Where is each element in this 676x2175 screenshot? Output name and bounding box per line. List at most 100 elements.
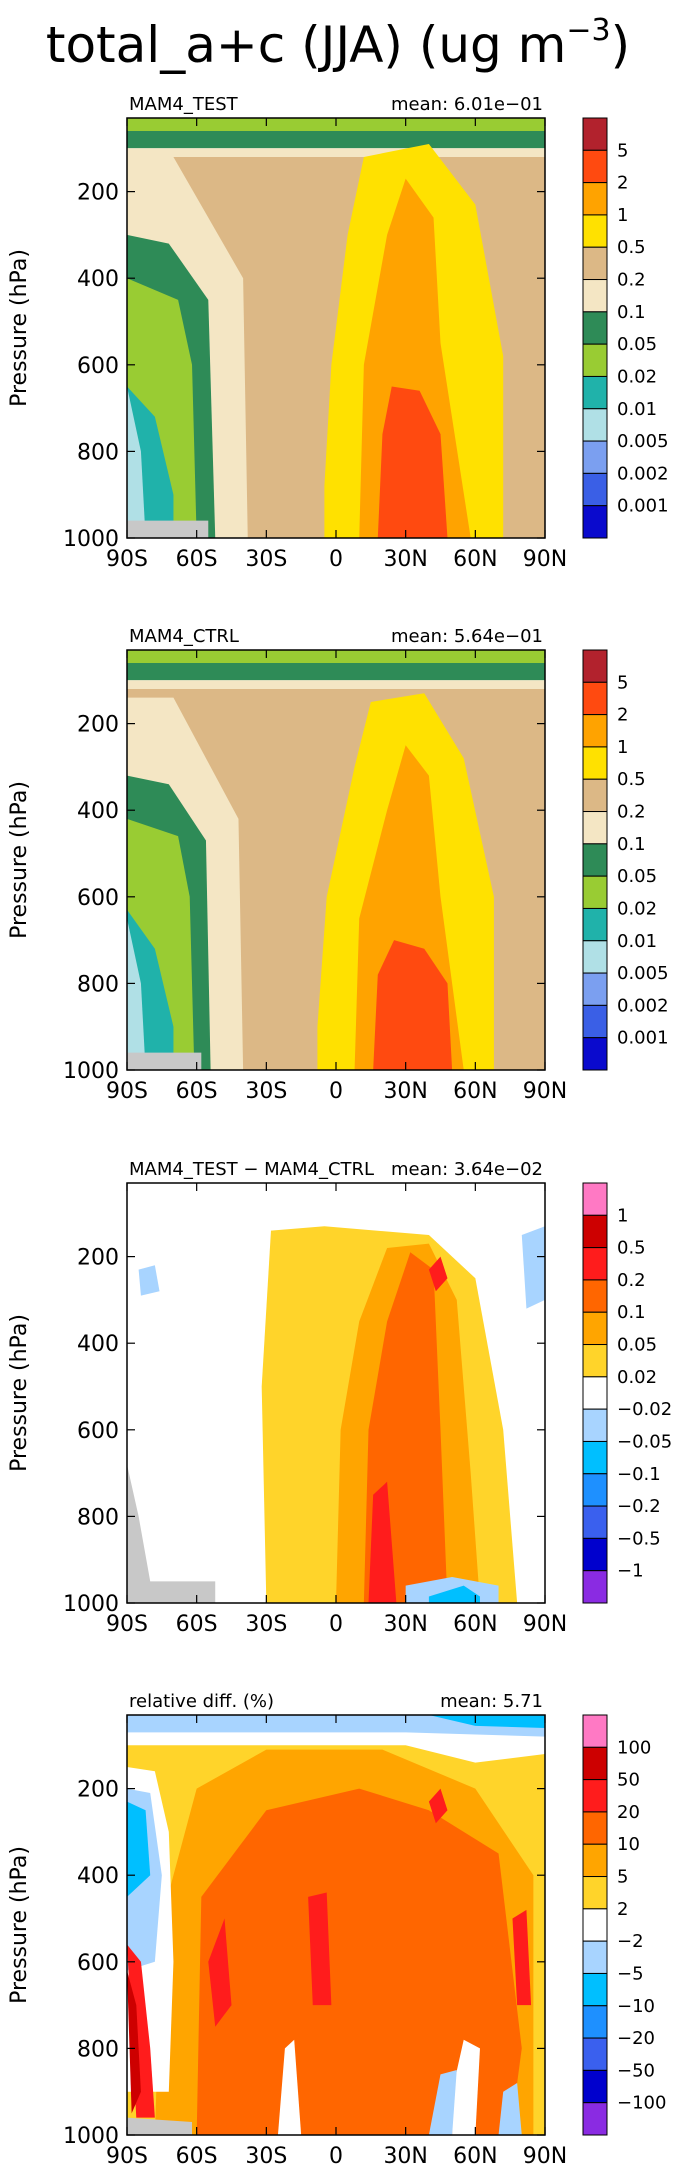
x-tick-label: 90N <box>523 547 567 572</box>
colorbar-box <box>582 1311 608 1346</box>
colorbar-label: 20 <box>617 1802 640 1823</box>
colorbar-label: 100 <box>617 1737 651 1758</box>
colorbar-box <box>582 246 608 281</box>
colorbar-box <box>582 1408 608 1442</box>
colorbar-box <box>582 1843 608 1878</box>
contour-region <box>127 2117 193 2135</box>
colorbar-box <box>582 505 608 539</box>
contour-region <box>512 1909 532 2006</box>
colorbar-box <box>582 746 608 780</box>
colorbar-label: −0.02 <box>617 1399 672 1420</box>
colorbar-box <box>582 2069 608 2104</box>
x-tick-label: 0 <box>329 1079 343 1104</box>
colorbar-box <box>582 1440 608 1475</box>
y-tick-label: 800 <box>77 2037 119 2062</box>
colorbar-label: 0.1 <box>617 834 646 855</box>
colorbar: 1 0.5 0.2 0.1 0.05 0.02 −0.02 −0.05 −0.1 −0.2 −0.5… <box>582 1182 672 1604</box>
x-tick-label: 0 <box>329 1612 343 1637</box>
colorbar-label: −0.1 <box>617 1464 661 1485</box>
colorbar-box <box>582 875 608 909</box>
colorbar-box <box>582 681 608 716</box>
colorbar-label: −0.05 <box>617 1431 672 1452</box>
x-tick-label: 30S <box>245 1079 287 1104</box>
y-tick-label: 400 <box>77 799 119 824</box>
colorbar-box <box>582 1537 608 1572</box>
y-tick-label: 400 <box>77 1332 119 1357</box>
colorbar-label: 0.5 <box>617 1238 646 1259</box>
colorbar-label: 2 <box>617 705 628 726</box>
figure-title-close: ) <box>610 16 631 74</box>
colorbar-label: 0.02 <box>617 898 657 919</box>
colorbar-box <box>582 1940 608 1974</box>
colorbar-label: 0.1 <box>617 1302 646 1323</box>
colorbar-box <box>582 1473 608 1507</box>
colorbar-label: −1 <box>617 1561 644 1582</box>
colorbar-box <box>582 1779 608 1813</box>
colorbar-label: −2 <box>617 1931 644 1952</box>
colorbar-box <box>582 649 608 683</box>
colorbar-box <box>582 843 608 877</box>
colorbar-box <box>582 1037 608 1071</box>
y-axis-label: Pressure (hPa) <box>7 249 32 407</box>
x-tick-label: 30S <box>245 1612 287 1637</box>
panel-title: MAM4_TEST − MAM4_CTRL <box>129 1159 374 1180</box>
colorbar-label: 2 <box>617 1899 628 1920</box>
colorbar-label: 1 <box>617 205 628 226</box>
y-tick-label: 200 <box>77 713 119 738</box>
colorbar-box <box>582 1746 608 1781</box>
y-tick-label: 600 <box>77 1951 119 1976</box>
colorbar-box <box>582 2037 608 2071</box>
y-axis-label: Pressure (hPa) <box>7 1846 32 2004</box>
contour-region <box>373 940 453 1070</box>
contour-region <box>377 386 448 538</box>
x-tick-label: 90S <box>106 2144 148 2169</box>
contour-fills <box>127 118 545 538</box>
colorbar-box <box>582 2005 608 2039</box>
colorbar-box <box>582 940 608 974</box>
y-tick-label: 400 <box>77 267 119 292</box>
x-tick-label: 90N <box>523 2144 567 2169</box>
y-tick-label: 600 <box>77 886 119 911</box>
colorbar-label: 5 <box>617 1867 628 1888</box>
contour-region <box>277 2039 302 2135</box>
figure-title-exponent: −3 <box>566 13 611 48</box>
colorbar: 5 2 1 0.5 0.2 0.1 0.05 0.02 0.01 0.005 0.002 0.001 <box>582 649 669 1071</box>
colorbar-box <box>582 117 608 151</box>
colorbar-label: −0.5 <box>617 1528 661 1549</box>
y-tick-label: 200 <box>77 1778 119 1803</box>
contour-region <box>428 1585 480 1603</box>
x-tick-label: 60S <box>176 1612 218 1637</box>
x-tick-label: 60S <box>176 547 218 572</box>
y-tick-label: 200 <box>77 181 119 206</box>
colorbar-label: 5 <box>617 672 628 693</box>
figure-title-main: total_a+c (JJA) (ug m <box>45 16 567 74</box>
contour-region <box>208 1918 232 2027</box>
colorbar-label: 0.05 <box>617 866 657 887</box>
colorbar-label: 0.001 <box>617 496 669 517</box>
colorbar-box <box>582 972 608 1006</box>
x-tick-label: 60S <box>176 1079 218 1104</box>
colorbar-box <box>582 1811 608 1845</box>
x-tick-label: 0 <box>329 547 343 572</box>
y-tick-label: 1000 <box>63 1059 119 1084</box>
contour-region <box>127 1970 141 2114</box>
x-tick-label: 30S <box>245 2144 287 2169</box>
x-tick-label: 60N <box>453 1612 497 1637</box>
colorbar-label: 0.2 <box>617 802 646 823</box>
contour-region <box>127 1727 545 1763</box>
x-tick-label: 0 <box>329 2144 343 2169</box>
x-tick-label: 90N <box>523 1612 567 1637</box>
colorbar-label: −20 <box>617 2028 655 2049</box>
colorbar-label: 0.01 <box>617 931 657 952</box>
contour-region <box>127 386 146 538</box>
panel-1: MAM4_TEST mean: 6.01e−01 90S 60S 30S 0 30N 60N 9… <box>7 94 669 572</box>
colorbar-box <box>582 182 608 216</box>
colorbar-label: 0.05 <box>617 334 657 355</box>
contour-region <box>127 520 209 538</box>
y-tick-label: 1000 <box>63 1592 119 1617</box>
contour-region <box>452 2039 480 2135</box>
colorbar-label: 0.5 <box>617 769 646 790</box>
contour-region <box>127 1715 545 1737</box>
x-tick-label: 60N <box>453 2144 497 2169</box>
x-tick-label: 90S <box>106 547 148 572</box>
